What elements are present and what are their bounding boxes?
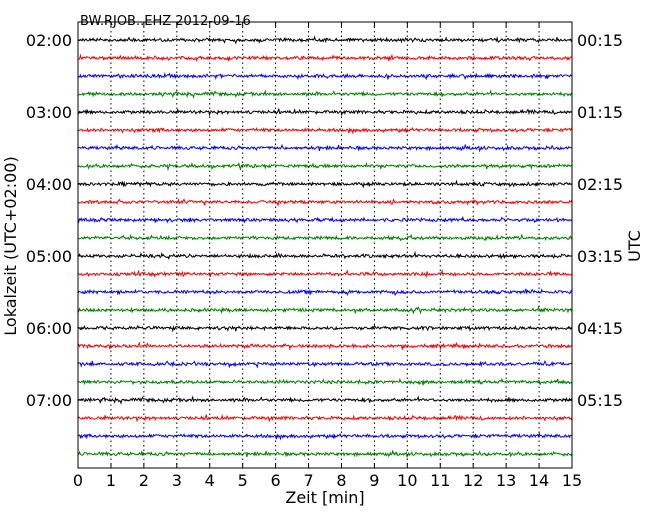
x-tick-label: 8 <box>336 471 346 490</box>
trace-line <box>77 268 573 278</box>
plot-frame <box>77 21 573 469</box>
trace-line <box>77 89 573 99</box>
trace-line <box>77 305 573 315</box>
trace-line <box>77 107 573 117</box>
trace-line <box>77 395 573 405</box>
x-tick-label: 10 <box>397 471 417 490</box>
trace-line <box>77 413 573 423</box>
x-tick-label: 14 <box>529 471 549 490</box>
trace-line <box>77 360 573 369</box>
x-tick-label: 13 <box>496 471 516 490</box>
trace-line <box>77 324 573 333</box>
trace-line <box>77 198 573 208</box>
trace-line <box>77 35 573 45</box>
trace-line <box>77 431 573 441</box>
y-tick-label-right: 00:15 <box>577 31 623 50</box>
trace-line <box>77 53 573 63</box>
x-tick-label: 9 <box>369 471 379 490</box>
x-tick-label: 12 <box>463 471 483 490</box>
trace-line <box>77 377 573 386</box>
y-axis-label-right: UTC <box>625 230 644 262</box>
trace-line <box>77 126 573 135</box>
x-tick-label: 1 <box>106 471 116 490</box>
y-tick-label-right: 02:15 <box>577 175 623 194</box>
trace-line <box>77 161 573 172</box>
y-tick-label-left: 07:00 <box>26 391 72 410</box>
y-tick-label-left: 05:00 <box>26 247 72 266</box>
x-tick-label: 11 <box>430 471 450 490</box>
x-axis-ticks: 0 1 2 3 4 5 6 7 8 9 10 11 12 13 14 15 <box>73 22 582 490</box>
x-tick-label: 0 <box>73 471 83 490</box>
trace-line <box>77 449 573 459</box>
seismogram-traces <box>77 35 573 459</box>
y-tick-label-left: 02:00 <box>26 31 72 50</box>
x-tick-label: 7 <box>303 471 313 490</box>
trace-line <box>77 179 573 189</box>
trace-line <box>77 341 573 351</box>
trace-line <box>77 233 573 242</box>
trace-line <box>77 215 573 224</box>
trace-line <box>77 71 573 81</box>
y-tick-label-right: 05:15 <box>577 391 623 410</box>
minute-grid <box>110 22 540 468</box>
x-tick-label: 2 <box>139 471 149 490</box>
y-axis-ticks: 02:00 03:00 04:00 05:00 06:00 07:00 00:15 01:15… <box>26 31 623 410</box>
x-tick-label: 4 <box>205 471 215 490</box>
x-tick-label: 6 <box>271 471 281 490</box>
trace-line <box>77 143 573 153</box>
x-tick-label: 3 <box>172 471 182 490</box>
trace-line <box>77 288 573 297</box>
y-tick-label-right: 03:15 <box>577 247 623 266</box>
y-tick-label-left: 04:00 <box>26 175 72 194</box>
y-tick-label-right: 04:15 <box>577 319 623 338</box>
y-tick-label-left: 03:00 <box>26 103 72 122</box>
y-tick-label-right: 01:15 <box>577 103 623 122</box>
y-axis-label-left: Lokalzeit (UTC+02:00) <box>1 156 20 335</box>
x-tick-label: 15 <box>562 471 582 490</box>
y-tick-label-left: 06:00 <box>26 319 72 338</box>
x-tick-label: 5 <box>238 471 248 490</box>
x-axis-label: Zeit [min] <box>285 488 364 507</box>
trace-line <box>77 250 573 261</box>
